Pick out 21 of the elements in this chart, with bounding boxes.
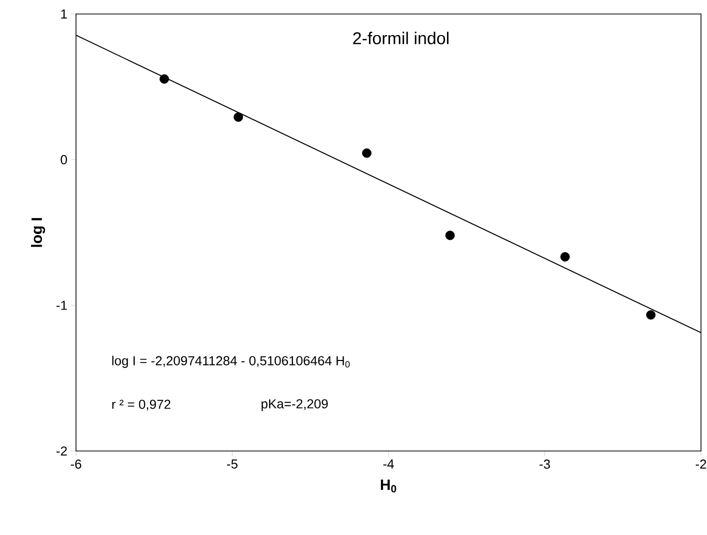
- point: [445, 230, 455, 240]
- annotation: pKa=-2,209: [262, 399, 328, 411]
- x-axis-title: H$_{0}$: [380, 480, 396, 492]
- text: 2-formil indol: [353, 32, 448, 44]
- y-tick-label: -2: [56, 446, 67, 456]
- x-tick-label: -3: [540, 460, 550, 469]
- x-tick-label: -2: [696, 460, 706, 469]
- point: [234, 112, 244, 122]
- point: [160, 74, 169, 84]
- point: [646, 310, 656, 320]
- point: [362, 148, 372, 158]
- y-tick-label: 0: [60, 155, 67, 164]
- annotation: log I = -2,2097411284 - 0,5106106464 H$_{0}$: [112, 356, 350, 368]
- y-tick-label: -1: [56, 300, 67, 310]
- x-tick-label: -4: [383, 460, 394, 468]
- x-tick-label: -6: [70, 460, 82, 469]
- y-tick-label: 1: [61, 10, 67, 18]
- x-tick-label: -5: [227, 460, 238, 469]
- point: [560, 252, 570, 262]
- y-axis-title: log I: [31, 218, 46, 247]
- annotation: r ² = 0,972: [112, 400, 170, 410]
